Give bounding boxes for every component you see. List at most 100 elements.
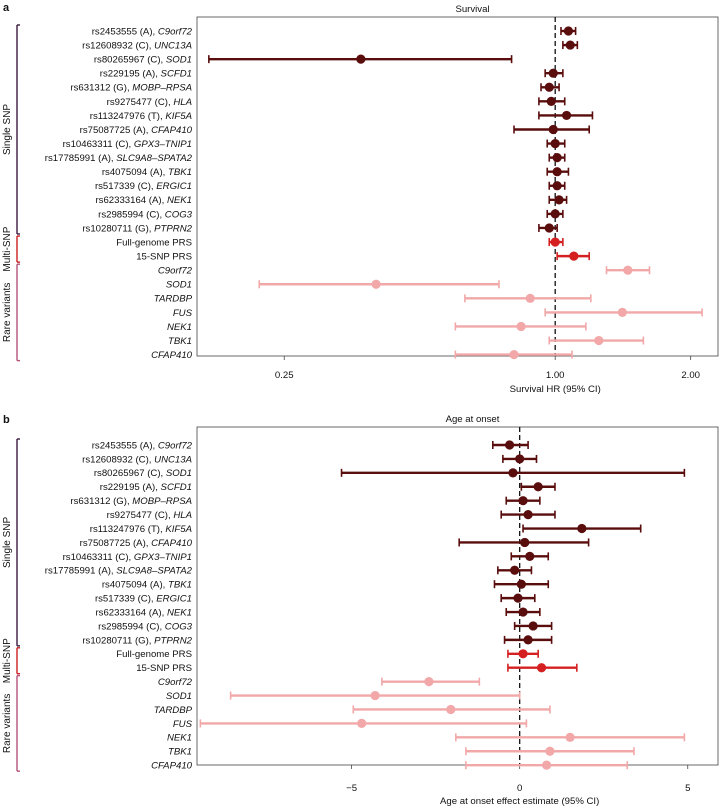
panel-a-row-tbk1-label: TBK1 (168, 336, 192, 347)
panel-b-row-rs10463311-c-gpx3-tnip1-label-prefix: rs10463311 (C), (63, 552, 134, 563)
panel-a-group-label-single: Single SNP (2, 104, 13, 155)
panel-b-row-rs229195-a-scfd1-label-prefix: rs229195 (A), (100, 482, 161, 493)
panel-b-row-rs62333164-a-nek1-label-prefix: rs62333164 (A), (95, 607, 166, 618)
panel-b-row-sod1-label-gene: SOD1 (166, 691, 192, 702)
panel-b-row-rs9275477-c-hla-label-gene: HLA (173, 510, 192, 521)
panel-a-row-rs75087725-a-cfap410-estimate-point (548, 124, 558, 135)
panel-a-row-tbk1-estimate-point (594, 335, 604, 346)
panel-a-row-fus-label: FUS (173, 308, 193, 319)
panel-a-row-c9orf72-estimate-point (623, 265, 633, 275)
panel-b-row-rs12608932-c-unc13a-estimate-point (515, 454, 525, 464)
panel-b-title: Age at onset (446, 414, 500, 425)
panel-b-row-rs10280711-g-ptprn2-estimate-point (523, 635, 533, 645)
panel-a-row-rs80265967-c-sod1-label: rs80265967 (C), SOD1 (94, 55, 192, 66)
panel-a-row-tardbp-estimate-point (525, 293, 535, 303)
panel-b-row-cfap410-estimate-point (541, 760, 552, 770)
panel-a-row-tardbp-label: TARDBP (154, 294, 193, 305)
panel-b-row-rs12608932-c-unc13a-label: rs12608932 (C), UNC13A (82, 454, 192, 465)
panel-b-row-rs12608932-c-unc13a: rs12608932 (C), UNC13A (82, 454, 538, 465)
panel-b-row-rs17785991-a-slc9a8-spata2: rs17785991 (A), SLC9A8–SPATA2 (45, 565, 533, 577)
panel-b-row-tardbp-label: TARDBP (154, 705, 193, 716)
panel-b-row-rs80265967-c-sod1-label-gene: SOD1 (166, 468, 192, 479)
panel-a-row-rs517339-c-ergic1-estimate-point (552, 181, 562, 191)
panel-b-row-rs631312-g-mobp-rpsa-label-prefix: rs631312 (G), (70, 496, 132, 507)
panel-b-row-nek1-label: NEK1 (167, 733, 192, 744)
panel-b-row-rs9275477-c-hla: rs9275477 (C), HLA (107, 510, 556, 521)
panel-b-row-15-snp-prs: 15-SNP PRS (136, 663, 578, 674)
panel-b-row-rs10463311-c-gpx3-tnip1-label-gene: GPX3–TNIP1 (134, 552, 192, 563)
panel-b-row-rs10280711-g-ptprn2-label: rs10280711 (G), PTPRN2 (82, 635, 192, 646)
panel-a-row-rs17785991-a-slc9a8-spata2-label-gene: SLC9A8–SPATA2 (116, 153, 192, 164)
panel-b-row-rs113247976-t-kif5a-label-gene: KIF5A (165, 524, 192, 535)
panel-a-row-rs75087725-a-cfap410-label-gene: CFAP410 (151, 125, 193, 136)
panel-b-row-rs10463311-c-gpx3-tnip1-estimate-point (525, 551, 535, 561)
panel-a-row-rs75087725-a-cfap410-label: rs75087725 (A), CFAP410 (80, 125, 193, 136)
panel-b-xtick-label-0: 0 (517, 783, 522, 794)
panel-b-row-rs9275477-c-hla-label: rs9275477 (C), HLA (107, 510, 192, 521)
panel-a-row-rs113247976-t-kif5a-estimate-point (561, 110, 572, 121)
panel-b-row-nek1-estimate-point (565, 732, 575, 742)
panel-a-row-c9orf72-label-gene: C9orf72 (158, 266, 193, 277)
panel-b-row-rs10280711-g-ptprn2: rs10280711 (G), PTPRN2 (82, 635, 553, 646)
panel-b-row-15-snp-prs-estimate-point (536, 663, 547, 673)
panel-a-row-sod1-estimate-point (371, 279, 381, 289)
panel-b-row-sod1-estimate-point (370, 690, 380, 701)
panel-a-row-rs9275477-c-hla-label-prefix: rs9275477 (C), (107, 97, 174, 108)
panel-a-row-rs17785991-a-slc9a8-spata2: rs17785991 (A), SLC9A8–SPATA2 (45, 153, 566, 164)
panel-a-row-rs229195-a-scfd1-label: rs229195 (A), SCFD1 (100, 69, 192, 80)
panel-b-row-nek1: NEK1 (167, 732, 686, 744)
panel-a-row-rs10463311-c-gpx3-tnip1-label-prefix: rs10463311 (C), (63, 139, 134, 150)
panel-a-row-rs2985994-c-cog3-estimate-point (550, 209, 560, 219)
panel-b-row-rs75087725-a-cfap410-label-gene: CFAP410 (151, 538, 193, 549)
panel-a-row-tbk1: TBK1 (168, 335, 645, 347)
panel-a-row-rs80265967-c-sod1-label-prefix: rs80265967 (C), (94, 55, 166, 66)
panel-b-row-rs4075094-a-tbk1-label-prefix: rs4075094 (A), (102, 580, 168, 591)
panel-b-row-c9orf72: C9orf72 (158, 677, 481, 688)
panel-b-row-15-snp-prs-label-prefix: 15-SNP PRS (136, 663, 192, 674)
panel-a-row-full-genome-prs-estimate-point (550, 237, 560, 247)
panel-b-row-fus: FUS (173, 718, 528, 730)
panel-a-row-rs2985994-c-cog3: rs2985994 (C), COG3 (98, 209, 564, 220)
panel-b-row-rs17785991-a-slc9a8-spata2-label-gene: SLC9A8–SPATA2 (116, 566, 192, 577)
panel-a-row-rs2985994-c-cog3-label-prefix: rs2985994 (C), (98, 209, 165, 220)
panel-a-row-rs80265967-c-sod1-estimate-point (356, 54, 366, 64)
panel-b-group-label-rare: Rare variants (2, 694, 13, 753)
panel-a-x-axis-label: Survival HR (95% CI) (510, 384, 601, 395)
panel-b-row-full-genome-prs-label-prefix: Full-genome PRS (116, 649, 192, 660)
panel-b-row-rs9275477-c-hla-label-prefix: rs9275477 (C), (107, 510, 174, 521)
panel-b-row-rs631312-g-mobp-rpsa: rs631312 (G), MOBP–RPSA (70, 496, 541, 507)
panel-b-row-fus-label: FUS (173, 719, 193, 730)
panel-b-row-tardbp-label-gene: TARDBP (154, 705, 193, 716)
panel-a-row-rs2453555-a-c9orf72-label-prefix: rs2453555 (A), (92, 26, 158, 37)
panel-a-row-rs17785991-a-slc9a8-spata2-label-prefix: rs17785991 (A), (45, 153, 116, 164)
panel-b-row-rs631312-g-mobp-rpsa-estimate-point (518, 496, 528, 506)
panel-a-row-rs517339-c-ergic1: rs517339 (C), ERGIC1 (95, 181, 566, 192)
panel-b-row-rs113247976-t-kif5a: rs113247976 (T), KIF5A (90, 523, 642, 535)
panel-a-row-full-genome-prs: Full-genome PRS (116, 237, 564, 248)
panel-b-row-cfap410-label-gene: CFAP410 (151, 761, 193, 772)
panel-b-row-rs113247976-t-kif5a-label-prefix: rs113247976 (T), (90, 524, 166, 535)
panel-a-row-cfap410-label: CFAP410 (151, 350, 193, 361)
panel-b-row-c9orf72-estimate-point (424, 677, 434, 687)
panel-b-row-sod1: SOD1 (166, 690, 521, 702)
panel-b-row-rs2453555-a-c9orf72: rs2453555 (A), C9orf72 (92, 440, 529, 451)
panel-b-row-rs62333164-a-nek1-label: rs62333164 (A), NEK1 (95, 607, 192, 618)
panel-b-row-rs17785991-a-slc9a8-spata2-label-prefix: rs17785991 (A), (45, 566, 116, 577)
panel-b-row-tbk1: TBK1 (168, 746, 635, 758)
panel-b-row-rs517339-c-ergic1-label-gene: ERGIC1 (156, 594, 192, 605)
panel-a-row-rs2985994-c-cog3-label-gene: COG3 (165, 209, 193, 220)
panel-b-row-rs2985994-c-cog3-label: rs2985994 (C), COG3 (98, 621, 193, 632)
panel-a-row-rs12608932-c-unc13a-estimate-point (565, 40, 575, 50)
panel-b-row-rs229195-a-scfd1-label: rs229195 (A), SCFD1 (100, 482, 192, 493)
panel-b-row-rs2985994-c-cog3-label-gene: COG3 (165, 621, 193, 632)
panel-a-xtick-label-0-25: 0.25 (275, 370, 294, 381)
panel-a-row-rs2985994-c-cog3-label: rs2985994 (C), COG3 (98, 209, 193, 220)
panel-a-row-rs12608932-c-unc13a-label-gene: UNC13A (154, 40, 192, 51)
panel-b-row-rs113247976-t-kif5a-estimate-point (577, 523, 587, 534)
panel-b-row-rs2453555-a-c9orf72-label-prefix: rs2453555 (A), (92, 440, 158, 451)
panel-a-row-rs113247976-t-kif5a-label-gene: KIF5A (165, 111, 192, 122)
panel-b-row-rs10280711-g-ptprn2-label-gene: PTPRN2 (154, 635, 193, 646)
panel-a-row-rs4075094-a-tbk1-label: rs4075094 (A), TBK1 (102, 167, 192, 178)
panel-a-row-rs10280711-g-ptprn2-label-prefix: rs10280711 (G), (82, 223, 154, 234)
forest-plot-survival: Survival 0.25 1.00 2.00 Survival HR (95% CI)… (2, 4, 719, 395)
